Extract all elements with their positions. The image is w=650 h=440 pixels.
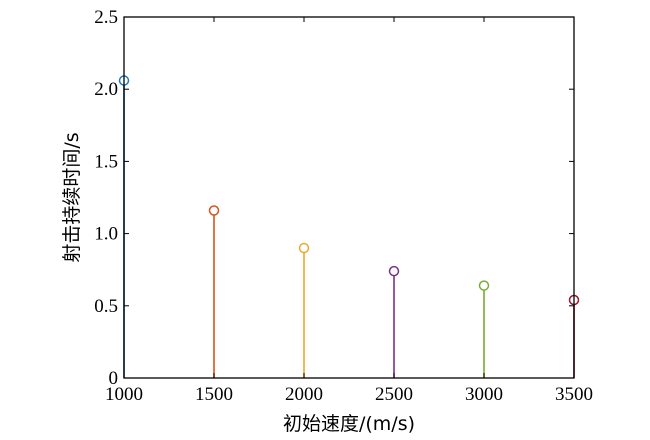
x-tick-label: 2000 bbox=[285, 384, 323, 405]
y-tick-label: 2.0 bbox=[94, 79, 118, 100]
x-tick-label: 3000 bbox=[465, 384, 503, 405]
x-axis-ticks: 1000 1500 2000 2500 3000 3500 bbox=[105, 17, 593, 405]
x-tick-label: 2500 bbox=[375, 384, 413, 405]
stem-marker bbox=[388, 265, 400, 277]
x-tick-label: 1500 bbox=[195, 384, 233, 405]
stem-marker bbox=[298, 242, 310, 254]
y-tick-label: 0.5 bbox=[94, 296, 118, 317]
y-tick-label: 1.0 bbox=[94, 224, 118, 245]
x-tick-label: 3500 bbox=[555, 384, 593, 405]
y-tick-label: 2.5 bbox=[94, 7, 118, 28]
plot-frame bbox=[123, 16, 575, 379]
y-axis-ticks: 0 0.5 1.0 1.5 2.0 2.5 bbox=[94, 7, 574, 389]
stem-marker bbox=[208, 205, 220, 216]
y-axis-label: 射击持续时间/s bbox=[61, 132, 83, 262]
stem-marker bbox=[478, 280, 490, 291]
y-tick-label: 1.5 bbox=[94, 151, 118, 172]
x-tick-label: 1000 bbox=[105, 384, 143, 405]
stem-series bbox=[118, 75, 580, 378]
y-tick-label: 0 bbox=[109, 368, 119, 389]
x-axis-label: 初始速度/(m/s) bbox=[283, 413, 415, 435]
